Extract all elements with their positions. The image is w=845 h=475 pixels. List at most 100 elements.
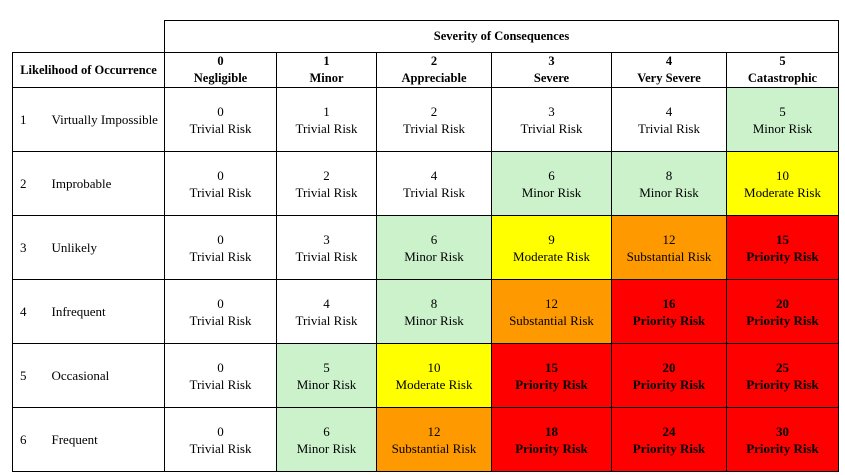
risk-cell: 9 Moderate Risk [491,215,612,280]
risk-label: Trivial Risk [189,376,252,392]
likelihood-label: Improbable [44,151,165,216]
risk-score: 0 [217,295,224,311]
risk-label: Substantial Risk [391,440,477,456]
risk-score: 30 [776,423,789,439]
risk-label: Trivial Risk [295,248,358,264]
risk-cell: 3 Trivial Risk [491,87,612,152]
risk-label: Trivial Risk [295,312,358,328]
risk-score: 5 [779,103,786,119]
risk-score: 16 [662,295,676,311]
risk-label: Trivial Risk [520,120,583,136]
risk-cell: 2 Trivial Risk [276,151,377,216]
risk-label: Trivial Risk [637,120,700,136]
risk-cell: 8 Minor Risk [611,151,727,216]
risk-score: 12 [662,231,676,247]
risk-label: Trivial Risk [189,440,252,456]
likelihood-num: 2 [12,151,45,216]
risk-cell: 24 Priority Risk [611,407,727,472]
risk-score: 18 [545,423,558,439]
severity-label: Appreciable [401,71,467,85]
likelihood-num: 5 [12,343,45,408]
risk-score: 8 [665,167,673,183]
risk-cell: 20 Priority Risk [611,343,727,408]
risk-label: Moderate Risk [513,248,590,264]
likelihood-row: 3 Unlikely 0 Trivial Risk 3 Trivial Risk 6 Mino… [12,215,839,280]
severity-num: 0 [217,54,224,68]
risk-label: Priority Risk [632,376,706,392]
risk-cell: 4 Trivial Risk [276,279,377,344]
likelihood-num: 3 [12,215,45,280]
likelihood-label: Infrequent [44,279,165,344]
risk-score: 2 [323,167,330,183]
severity-num: 2 [430,54,438,68]
risk-cell: 10 Moderate Risk [376,343,492,408]
risk-label: Trivial Risk [295,120,358,136]
severity-col-header: 2 Appreciable [376,52,492,88]
risk-label: Priority Risk [746,312,819,328]
risk-score: 0 [217,423,224,439]
risk-score: 10 [427,359,441,375]
severity-col-header: 4 Very Severe [611,52,727,88]
severity-title-row: Severity of Consequences [12,20,839,53]
severity-label: Severe [533,71,570,85]
risk-matrix-table: Severity of Consequences Likelihood of O… [12,20,839,472]
risk-cell: 10 Moderate Risk [726,151,839,216]
risk-score: 20 [776,295,789,311]
severity-title: Severity of Consequences [164,20,839,53]
blank-corner [12,20,165,53]
risk-label: Priority Risk [746,440,819,456]
risk-cell: 16 Priority Risk [611,279,727,344]
risk-label: Moderate Risk [395,376,473,392]
risk-score: 0 [217,103,224,119]
likelihood-row: 1 Virtually Impossible 0 Trivial Risk 1 Trivi… [12,87,839,152]
risk-label: Minor Risk [521,184,582,200]
risk-score: 6 [430,231,438,247]
risk-label: Trivial Risk [189,312,252,328]
risk-label: Moderate Risk [744,184,821,200]
risk-cell: 2 Trivial Risk [376,87,492,152]
severity-label: Minor [309,71,344,85]
risk-label: Trivial Risk [402,184,465,200]
severity-label: Very Severe [637,71,701,85]
risk-cell: 12 Substantial Risk [611,215,727,280]
risk-score: 12 [545,295,558,311]
risk-cell: 0 Trivial Risk [164,151,277,216]
likelihood-row: 6 Frequent 0 Trivial Risk 6 Minor Risk 12 Subst… [12,407,839,472]
risk-score: 12 [427,423,441,439]
severity-num: 1 [323,54,330,68]
risk-score: 4 [430,167,438,183]
risk-label: Priority Risk [746,248,819,264]
risk-score: 9 [548,231,555,247]
risk-cell: 6 Minor Risk [491,151,612,216]
risk-score: 15 [545,359,558,375]
severity-num: 5 [779,54,786,68]
risk-label: Substantial Risk [626,248,712,264]
risk-cell: 3 Trivial Risk [276,215,377,280]
risk-score: 3 [548,103,555,119]
risk-score: 10 [776,167,789,183]
risk-cell: 18 Priority Risk [491,407,612,472]
risk-label: Trivial Risk [189,184,252,200]
risk-score: 4 [665,103,673,119]
likelihood-num: 1 [12,87,45,152]
risk-cell: 0 Trivial Risk [164,407,277,472]
risk-cell: 0 Trivial Risk [164,215,277,280]
severity-col-header: 5 Catastrophic [726,52,839,88]
risk-cell: 12 Substantial Risk [491,279,612,344]
risk-score: 4 [323,295,330,311]
risk-cell: 30 Priority Risk [726,407,839,472]
severity-num: 3 [548,54,555,68]
risk-cell: 1 Trivial Risk [276,87,377,152]
risk-label: Trivial Risk [189,248,252,264]
risk-score: 25 [776,359,789,375]
risk-label: Minor Risk [404,312,464,328]
risk-label: Minor Risk [404,248,464,264]
risk-label: Priority Risk [632,440,706,456]
likelihood-num: 6 [12,407,45,472]
severity-label: Negligible [193,71,248,85]
risk-score: 15 [776,231,789,247]
risk-score: 0 [217,359,224,375]
risk-label: Minor Risk [296,376,357,392]
risk-score: 8 [430,295,438,311]
risk-label: Priority Risk [632,312,706,328]
